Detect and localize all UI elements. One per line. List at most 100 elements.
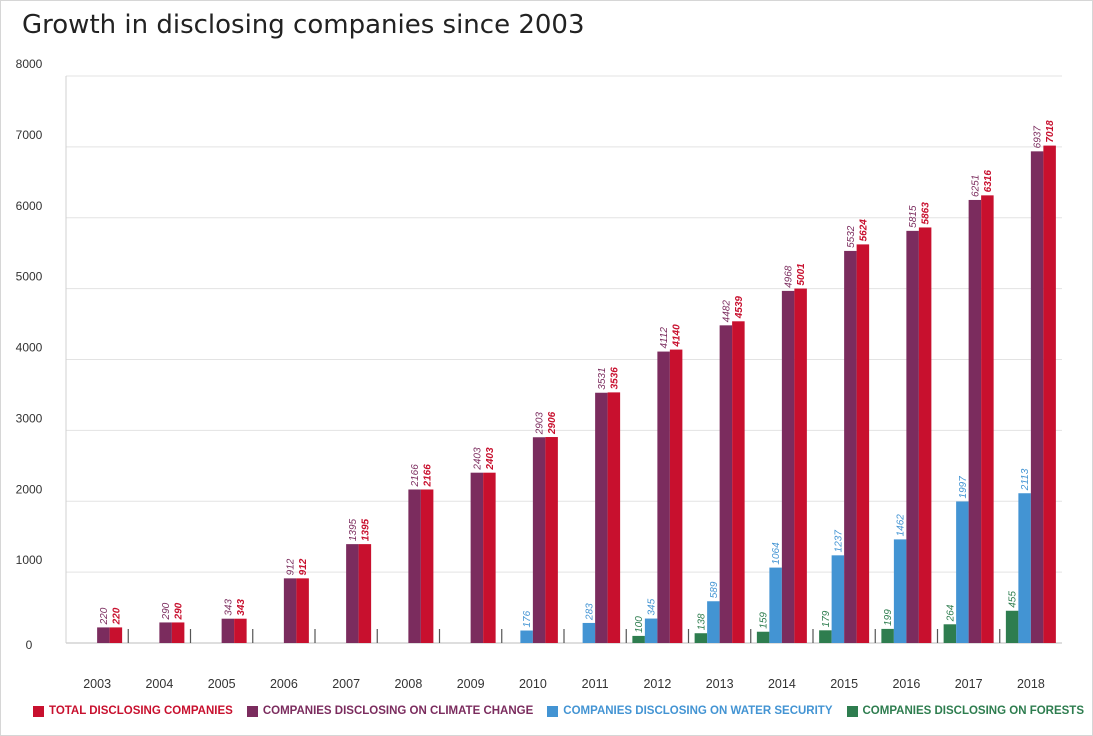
x-tick-label: 2007 (332, 677, 360, 691)
legend-swatch-total (33, 705, 44, 717)
data-label: 5863 (921, 202, 932, 225)
bar (595, 392, 608, 643)
legend-swatch-forests (846, 705, 858, 717)
data-label: 343 (223, 599, 234, 616)
data-label: 4482 (721, 300, 732, 323)
data-label: 2166 (423, 464, 434, 488)
bar (943, 624, 957, 643)
data-label: 4539 (734, 296, 745, 320)
data-label: 4968 (784, 265, 795, 288)
bar (408, 489, 421, 643)
bar (906, 230, 919, 643)
bar (358, 544, 372, 643)
y-tick-label: 5000 (16, 270, 43, 284)
bar (1030, 151, 1044, 643)
bar (819, 630, 832, 643)
data-label: 5815 (908, 205, 919, 228)
bar (794, 288, 807, 643)
bar (732, 321, 745, 643)
legend-label-climate-change: COMPANIES DISCLOSING ON CLIMATE CHANGE (262, 705, 534, 717)
legend: TOTAL DISCLOSING COMPANIES COMPANIES DIS… (33, 705, 1084, 717)
bar (918, 227, 932, 643)
bar (707, 601, 720, 643)
data-label: 2903 (535, 412, 546, 436)
bar (607, 392, 621, 643)
data-labels: 220 220 290 290 343 343 912 912 1395 1395 2166 2166… (99, 120, 1056, 633)
bar (470, 472, 484, 643)
bar (159, 622, 172, 643)
bar (420, 489, 434, 643)
data-label: 100 (634, 616, 645, 633)
data-label: 455 (1008, 591, 1019, 608)
data-label: 912 (298, 558, 309, 575)
bar (582, 622, 596, 643)
data-label: 5624 (858, 219, 869, 242)
data-label: 1064 (771, 542, 782, 565)
bar (719, 325, 733, 643)
data-label: 2113 (1020, 468, 1031, 491)
chart-title: Growth in disclosing companies since 200… (22, 10, 585, 40)
bar (520, 630, 533, 643)
bar (1005, 610, 1019, 643)
data-label: 1395 (348, 518, 359, 541)
bar (97, 627, 110, 643)
bar (769, 567, 782, 643)
x-tick-label: 2012 (643, 677, 671, 691)
legend-label-forests: COMPANIES DISCLOSING ON FORESTS (862, 705, 1085, 717)
legend-item-climate-change[interactable]: COMPANIES DISCLOSING ON CLIMATE CHANGE (246, 705, 534, 717)
bar (844, 250, 857, 643)
data-label: 1237 (833, 530, 844, 553)
x-tick-label: 2008 (394, 677, 422, 691)
bars (72, 145, 1056, 644)
bar (657, 351, 670, 643)
data-label: 264 (945, 604, 956, 622)
legend-swatch-water-security (547, 705, 559, 717)
x-axis-tick-labels: 2003 2004 2005 2006 2007 2008 2009 2010 2011 2012… (83, 677, 1045, 691)
data-label: 199 (883, 609, 894, 626)
x-tick-label: 2006 (270, 677, 298, 691)
bar (283, 578, 297, 643)
bar (956, 501, 969, 643)
bar (234, 618, 247, 643)
data-label: 5001 (796, 263, 807, 286)
data-label: 6937 (1033, 126, 1044, 149)
x-tick-label: 2011 (582, 677, 609, 691)
x-tick-label: 2014 (768, 677, 796, 691)
data-label: 220 (111, 607, 122, 625)
data-label: 6316 (983, 170, 994, 193)
data-label: 343 (236, 599, 247, 616)
y-tick-label: 2000 (16, 482, 43, 496)
data-label: 2403 (472, 447, 483, 471)
legend-item-total[interactable]: TOTAL DISCLOSING COMPANIES (33, 705, 233, 717)
bar (545, 437, 558, 643)
bar (781, 290, 795, 643)
bar (296, 578, 309, 643)
data-label: 6251 (970, 175, 981, 197)
bar (968, 199, 982, 643)
data-label: 3531 (597, 367, 608, 389)
data-label: 4140 (672, 324, 683, 348)
legend-item-forests[interactable]: COMPANIES DISCLOSING ON FORESTS (846, 705, 1085, 717)
data-label: 2403 (485, 447, 496, 471)
y-tick-label: 6000 (16, 199, 43, 213)
bar (881, 628, 894, 643)
y-tick-label: 4000 (16, 341, 43, 355)
x-tick-label: 2013 (706, 677, 734, 691)
bar (109, 627, 123, 643)
bar (532, 437, 546, 643)
legend-item-water-security[interactable]: COMPANIES DISCLOSING ON WATER SECURITY (547, 705, 833, 717)
data-label: 1997 (958, 476, 969, 499)
legend-label-water-security: COMPANIES DISCLOSING ON WATER SECURITY (563, 705, 833, 717)
data-label: 589 (709, 581, 720, 598)
data-label: 2166 (410, 464, 421, 488)
data-label: 345 (647, 598, 658, 615)
bar (856, 244, 870, 644)
x-tick-label: 2009 (457, 677, 485, 691)
data-label: 5532 (846, 225, 857, 248)
data-label: 179 (821, 610, 832, 627)
x-tick-label: 2004 (145, 677, 173, 691)
bar (483, 472, 496, 643)
x-tick-label: 2016 (892, 677, 920, 691)
data-label: 3536 (609, 367, 620, 390)
